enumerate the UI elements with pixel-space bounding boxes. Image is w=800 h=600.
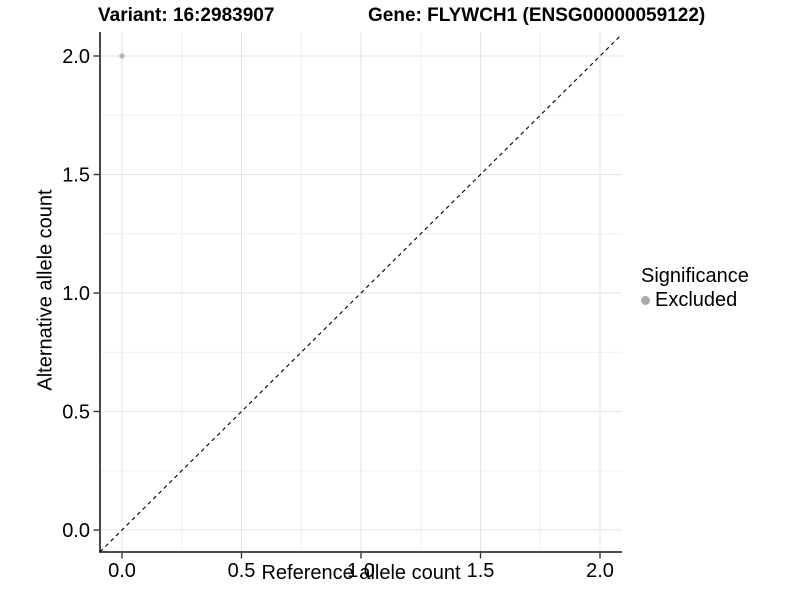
legend-point-icon (641, 295, 650, 305)
x-tick-label: 1.5 (467, 560, 495, 582)
legend-item-label: Excluded (655, 289, 738, 311)
y-tick-label: 0.5 (62, 402, 90, 424)
x-tick-labels: 0.0 0.5 1.0 1.5 2.0 (108, 560, 614, 582)
legend-item-excluded: Excluded (641, 289, 749, 311)
plot-title-gene: Gene: FLYWCH1 (ENSG00000059122) (368, 5, 706, 26)
y-tick-labels: 0.0 0.5 1.0 1.5 2.0 (62, 46, 90, 542)
data-points (119, 53, 125, 59)
y-tick-label: 1.5 (62, 165, 90, 187)
y-tick-label: 0.0 (62, 520, 90, 542)
axis-lines (99, 32, 622, 553)
x-tick-label: 0.0 (108, 560, 136, 582)
x-tick-label: 0.5 (228, 560, 256, 582)
plot-title-variant: Variant: 16:2983907 (98, 5, 275, 26)
legend-title: Significance (641, 265, 749, 287)
x-tick-label: 1.0 (347, 560, 375, 582)
major-gridlines (100, 32, 622, 552)
data-point (119, 53, 125, 59)
x-axis-title: Reference allele count (261, 562, 461, 584)
axis-tick-marks (93, 55, 601, 559)
identity-line (99, 33, 623, 553)
x-tick-label: 2.0 (586, 560, 614, 582)
legend: Significance Excluded (641, 264, 749, 311)
y-tick-label: 1.0 (62, 283, 90, 305)
y-tick-label: 2.0 (62, 46, 90, 68)
y-axis-title: Alternative allele count (34, 189, 57, 391)
